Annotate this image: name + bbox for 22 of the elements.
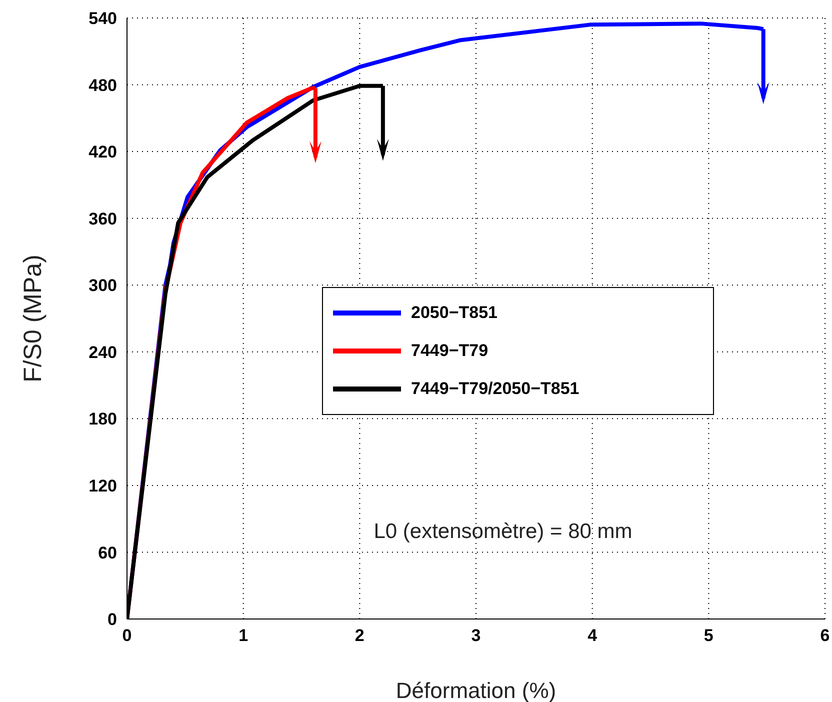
x-tick-label: 4	[588, 626, 598, 646]
x-tick-label: 1	[238, 626, 248, 646]
legend-label: 7449−T79/2050−T851	[411, 379, 580, 399]
legend-label: 2050−T851	[411, 303, 498, 323]
x-tick-label: 3	[471, 626, 481, 646]
x-tick-label: 5	[704, 626, 714, 646]
y-tick-label: 300	[88, 276, 117, 296]
x-tick-label: 2	[354, 626, 364, 646]
y-tick-label: 480	[88, 76, 117, 95]
x-tick-label: 6	[820, 626, 830, 646]
y-tick-label: 540	[88, 9, 117, 28]
y-tick-label: 420	[88, 142, 117, 162]
annotation: L0 (extensomètre) = 80 mm	[374, 520, 632, 543]
y-tick-label: 0	[108, 610, 117, 630]
x-tick-label: 0	[122, 626, 132, 646]
y-tick-label: 120	[88, 476, 117, 496]
y-tick-label: 240	[88, 342, 117, 362]
y-tick-label: 360	[88, 209, 117, 228]
legend-label: 7449−T79	[411, 341, 488, 361]
y-axis-title: F/S0 (MPa)	[18, 254, 47, 382]
y-tick-label: 180	[88, 410, 117, 429]
y-tick-label: 60	[98, 543, 117, 562]
